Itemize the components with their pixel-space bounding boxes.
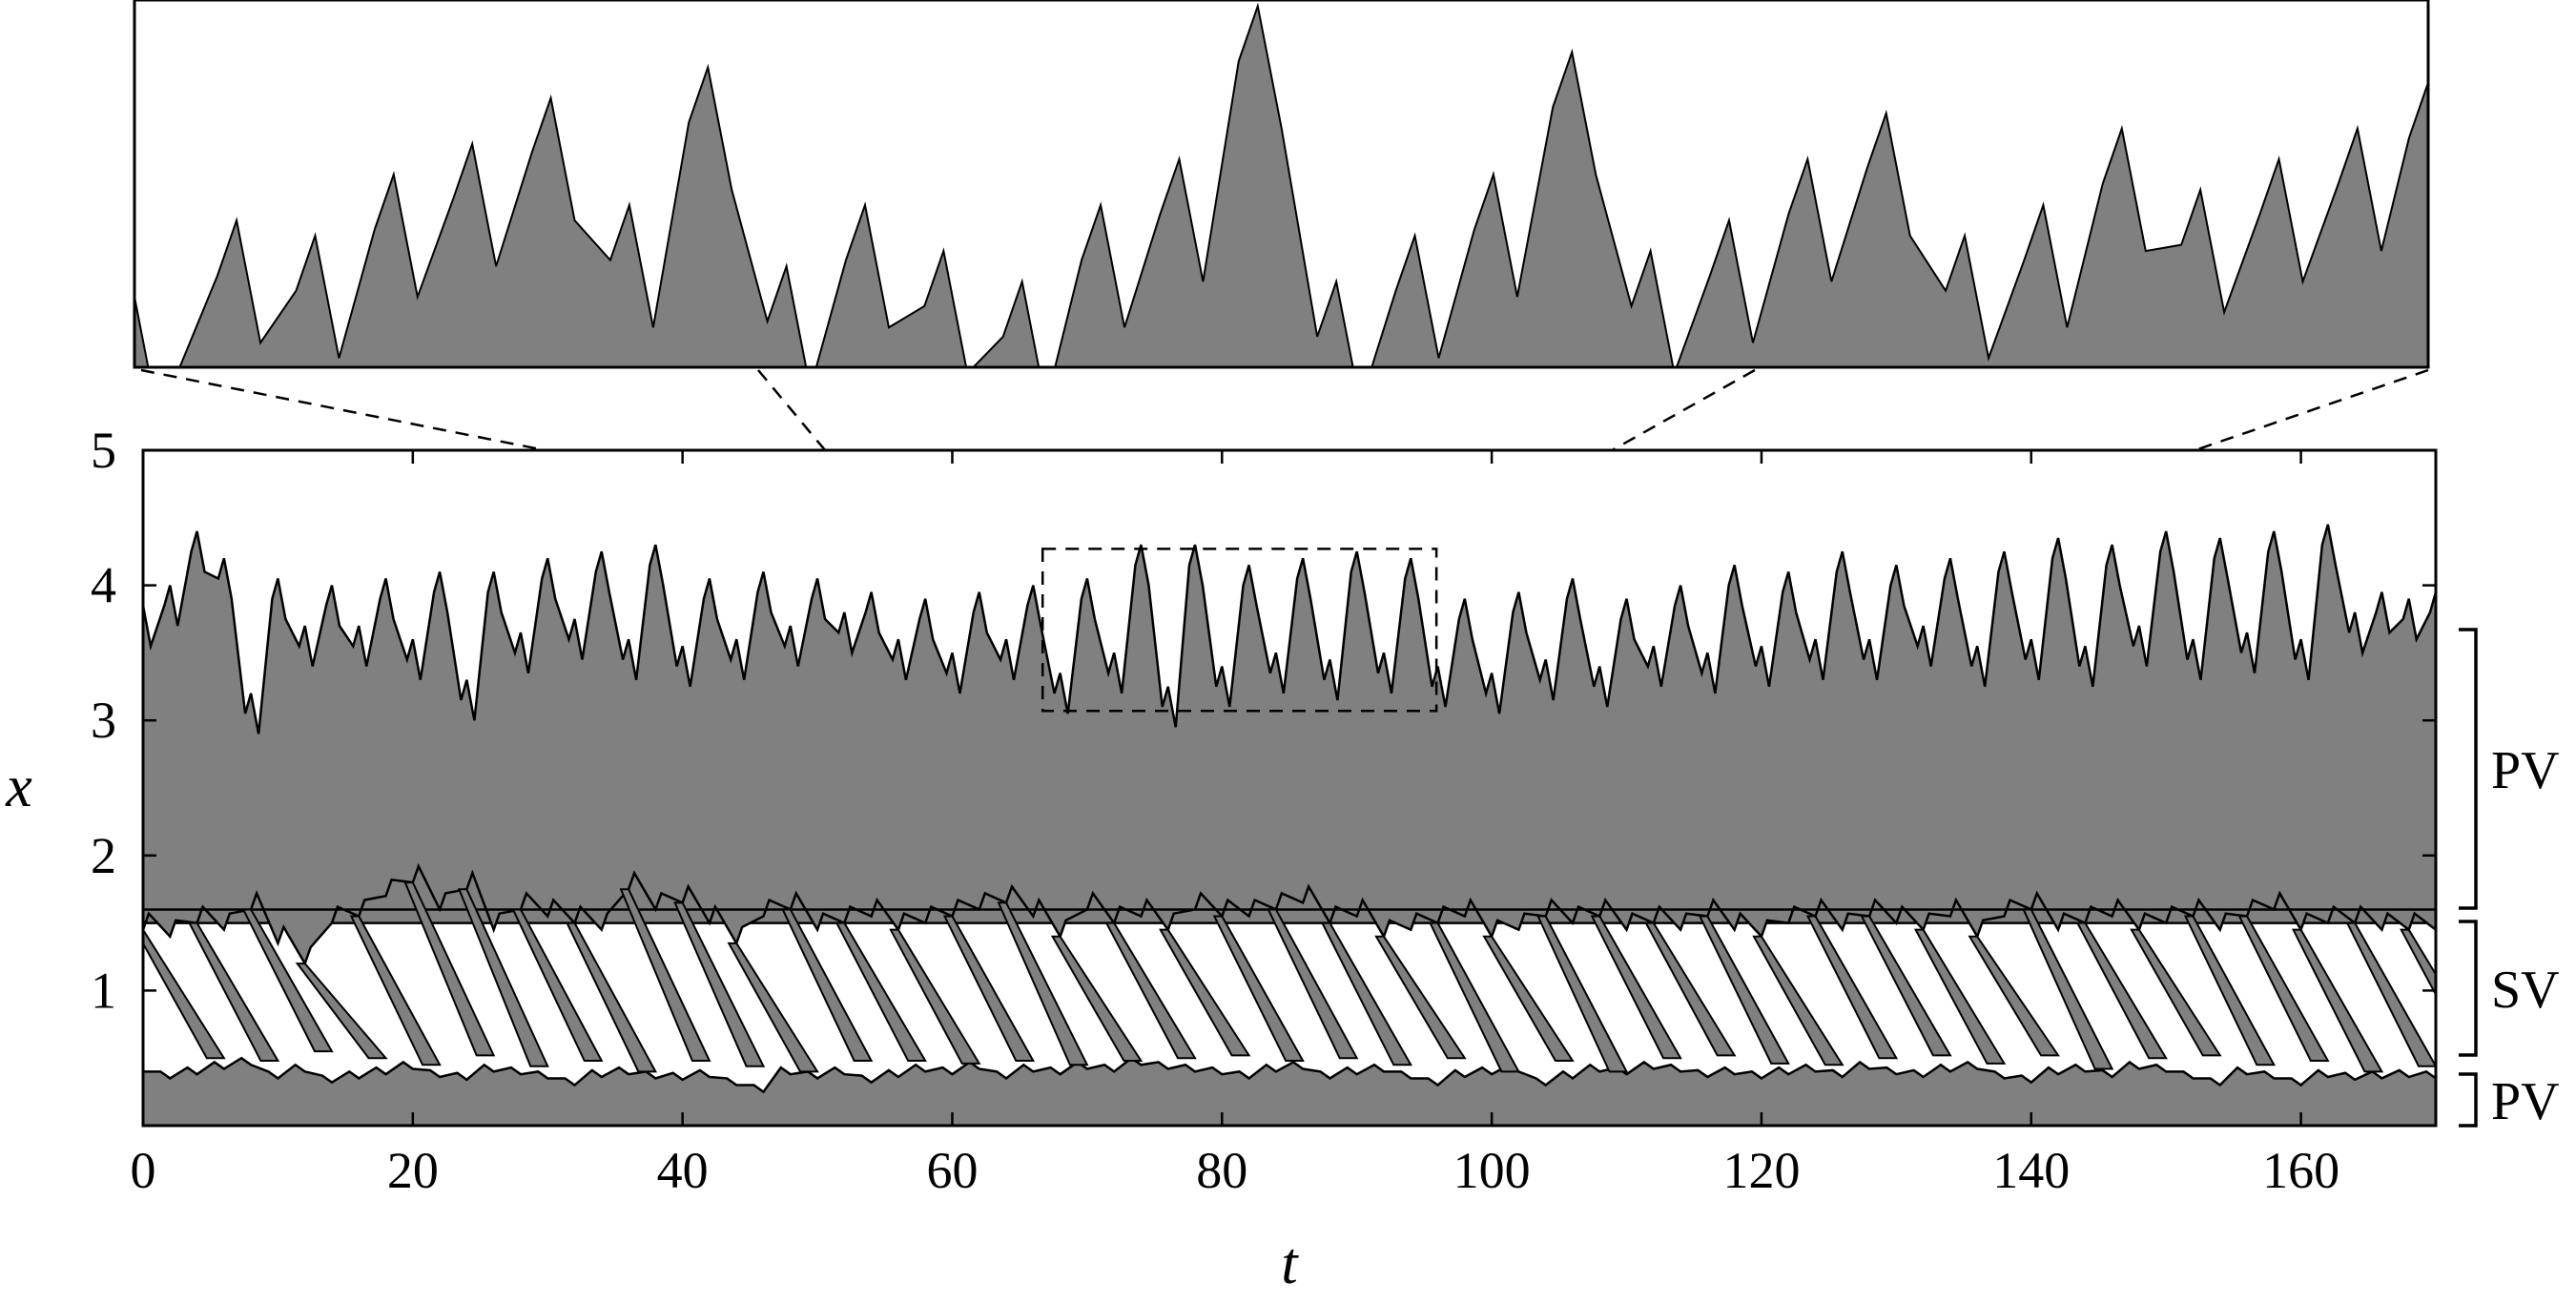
bracket-sv xyxy=(2459,920,2478,1057)
y-tick-label: 4 xyxy=(91,557,116,614)
sv-streak xyxy=(1752,935,1844,1066)
bracket-pv-lower xyxy=(2459,1072,2478,1128)
region-label-pv-lower: PV xyxy=(2491,1072,2560,1131)
zoom-window xyxy=(1041,548,1438,713)
region-label-sv: SV xyxy=(2491,961,2560,1020)
plot-frame xyxy=(141,448,2438,1128)
sv-streak xyxy=(349,915,442,1066)
x-tick-label: 0 xyxy=(131,1142,156,1199)
sv-streak xyxy=(889,928,981,1065)
sv-streak xyxy=(241,908,334,1053)
inset-frame xyxy=(133,0,2430,369)
y-tick-label: 1 xyxy=(91,962,116,1019)
sv-streak xyxy=(997,901,1089,1066)
x-tick-label: 160 xyxy=(2262,1142,2339,1199)
sv-streak xyxy=(1374,935,1467,1060)
region-brackets xyxy=(2459,628,2478,1128)
x-tick-label: 60 xyxy=(926,1142,978,1199)
y-tick-label: 3 xyxy=(91,692,116,749)
sv-streak xyxy=(1698,915,1790,1065)
sv-streak xyxy=(1968,935,2060,1057)
sv-streak xyxy=(1482,935,1575,1063)
sv-streak xyxy=(511,908,604,1063)
y-axis-label: x xyxy=(5,755,32,819)
sv-streak xyxy=(1860,915,1952,1057)
pv-upper-region xyxy=(143,524,2436,924)
sv-streak xyxy=(1428,921,1521,1073)
sv-streak xyxy=(143,928,226,1060)
sv-streak xyxy=(565,921,658,1073)
y-tick-label: 5 xyxy=(91,422,116,479)
inset-filled-region xyxy=(134,2,2428,367)
region-label-pv-upper: PV xyxy=(2491,741,2560,800)
x-tick-label: 140 xyxy=(1992,1142,2070,1199)
sv-streak xyxy=(2400,928,2436,997)
sv-streak xyxy=(673,901,766,1067)
x-tick-label: 120 xyxy=(1722,1142,1800,1199)
sv-streak xyxy=(2022,908,2114,1070)
sv-streak xyxy=(1159,928,1251,1057)
bracket-pv-upper xyxy=(2459,628,2478,910)
sv-streak xyxy=(1267,908,1359,1060)
sv-streak xyxy=(727,942,819,1073)
sv-streak xyxy=(1104,921,1197,1060)
sv-streak xyxy=(2345,921,2436,1067)
sv-streak xyxy=(1805,915,1899,1060)
y-tick-label: 2 xyxy=(91,827,116,884)
sv-streak xyxy=(187,921,280,1063)
sv-streak xyxy=(1644,921,1737,1057)
sv-streak xyxy=(781,908,874,1063)
pv-lower-region xyxy=(143,1056,2436,1126)
sv-streak xyxy=(2291,928,2384,1073)
sv-streak xyxy=(1212,915,1305,1063)
sv-streak xyxy=(1590,915,1682,1060)
sv-streak xyxy=(1320,921,1412,1066)
sv-streak xyxy=(2183,915,2276,1066)
sv-streak xyxy=(2237,915,2330,1063)
zoom-inset xyxy=(133,0,2430,369)
axis-ticks xyxy=(141,448,2436,1126)
x-axis-label: t xyxy=(1281,1232,1299,1296)
sv-streak xyxy=(619,888,711,1063)
sv-streak xyxy=(2075,921,2168,1060)
sv-streak xyxy=(403,881,496,1057)
sv-streak xyxy=(942,915,1036,1063)
sv-streaks xyxy=(143,862,2436,1073)
sv-streak xyxy=(295,962,388,1060)
sv-streak xyxy=(1536,915,1629,1073)
axis-tick-labels: 0 20 40 60 80 100 120 140 160 1 2 3 4 5 xyxy=(91,422,2339,1199)
x-tick-label: 100 xyxy=(1453,1142,1531,1199)
sv-streak xyxy=(2130,928,2222,1057)
sv-streak xyxy=(1050,935,1144,1063)
sv-streak xyxy=(835,921,927,1063)
main-plot: 0 20 40 60 80 100 120 140 160 1 2 3 4 5 xyxy=(91,422,2438,1199)
x-tick-label: 20 xyxy=(387,1142,439,1199)
x-tick-label: 80 xyxy=(1196,1142,1247,1199)
x-tick-label: 40 xyxy=(657,1142,709,1199)
sv-streak xyxy=(1913,928,2007,1065)
sv-streak xyxy=(457,888,549,1067)
